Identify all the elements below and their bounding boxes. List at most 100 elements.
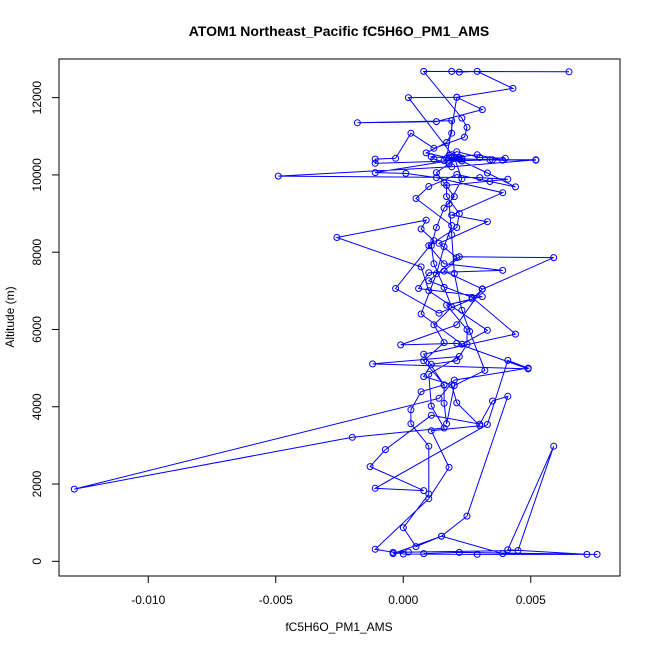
y-tick-label: 8000 xyxy=(30,239,44,266)
data-point xyxy=(524,365,532,373)
data-point xyxy=(486,178,494,185)
data-point xyxy=(453,339,461,347)
x-axis-label: fC5H6O_PM1_AMS xyxy=(285,620,392,634)
data-point xyxy=(443,193,451,201)
data-point xyxy=(427,427,435,435)
data-point xyxy=(274,172,282,180)
data-point xyxy=(371,484,379,492)
data-point xyxy=(450,382,458,389)
data-point xyxy=(440,283,448,291)
data-point xyxy=(443,139,451,146)
data-point xyxy=(593,550,601,558)
data-point xyxy=(369,360,377,368)
x-axis: -0.010 -0.005 0.000 0.005 xyxy=(131,575,546,607)
data-point xyxy=(404,548,412,556)
data-point xyxy=(371,169,379,177)
data-point xyxy=(353,119,361,127)
data-point xyxy=(420,550,428,558)
data-point xyxy=(448,129,456,137)
data-point xyxy=(453,148,461,156)
data-point xyxy=(427,360,435,368)
data-point xyxy=(440,339,448,347)
data-point xyxy=(532,156,540,164)
data-point xyxy=(473,67,481,75)
data-point xyxy=(438,532,445,540)
y-tick-label: 2000 xyxy=(30,470,44,497)
series-line xyxy=(74,70,598,555)
data-point xyxy=(399,524,407,532)
data-point xyxy=(445,463,453,471)
data-point xyxy=(432,270,440,278)
data-point xyxy=(483,218,491,226)
data-point xyxy=(443,301,451,309)
x-tick-label: -0.005 xyxy=(259,593,293,607)
y-tick-label: 12000 xyxy=(30,81,44,115)
data-point xyxy=(550,442,558,450)
data-point xyxy=(404,94,412,102)
data-point xyxy=(435,394,443,402)
x-tick-label: -0.010 xyxy=(131,593,165,607)
chart-title: ATOM1 Northeast_Pacific fC5H6O_PM1_AMS xyxy=(189,23,490,39)
data-point xyxy=(430,321,438,329)
data-point xyxy=(420,357,428,365)
data-point xyxy=(450,270,458,277)
data-point xyxy=(440,243,448,251)
data-point xyxy=(443,181,451,189)
data-point xyxy=(463,340,471,348)
data-point xyxy=(425,370,433,378)
data-point xyxy=(550,254,558,262)
data-point xyxy=(455,68,463,76)
data-point xyxy=(458,175,466,183)
data-point xyxy=(417,225,425,233)
data-point xyxy=(448,67,456,75)
data-point xyxy=(432,169,440,177)
data-point xyxy=(453,399,461,407)
data-point xyxy=(565,68,573,76)
data-point xyxy=(440,260,448,268)
data-point xyxy=(425,495,433,503)
data-point xyxy=(435,239,443,247)
y-tick-label: 4000 xyxy=(30,393,44,420)
data-point xyxy=(501,154,509,162)
data-point xyxy=(420,67,428,75)
data-point xyxy=(486,156,494,164)
data-point xyxy=(483,421,491,428)
data-point xyxy=(440,157,448,165)
data-point xyxy=(458,340,466,348)
data-point xyxy=(371,159,379,167)
data-point xyxy=(407,406,415,414)
data-point xyxy=(440,381,448,389)
x-tick-label: 0.005 xyxy=(516,593,546,607)
y-tick-label: 0 xyxy=(30,558,44,565)
data-point xyxy=(425,183,433,190)
data-point xyxy=(583,550,591,558)
data-point xyxy=(381,446,389,454)
data-point xyxy=(412,195,420,202)
data-point xyxy=(333,234,341,241)
data-point xyxy=(417,310,425,318)
data-point xyxy=(455,548,463,556)
data-point xyxy=(445,200,453,208)
data-point xyxy=(448,117,456,125)
data-point xyxy=(389,550,397,558)
data-point xyxy=(478,106,486,114)
data-point xyxy=(440,399,448,407)
data-point xyxy=(425,277,433,285)
data-point xyxy=(402,169,410,177)
data-point xyxy=(455,210,463,218)
data-point xyxy=(499,189,507,197)
data-point xyxy=(371,155,379,163)
data-point xyxy=(435,309,443,317)
data-point xyxy=(407,129,415,137)
data-point xyxy=(448,151,456,159)
data-point xyxy=(371,545,379,553)
data-point xyxy=(463,123,471,131)
data-point xyxy=(443,420,451,428)
data-point xyxy=(420,487,428,495)
data-point xyxy=(458,114,466,122)
data-point xyxy=(430,155,438,163)
data-point xyxy=(422,149,430,157)
data-point xyxy=(430,144,438,152)
data-point xyxy=(448,211,456,219)
y-axis-label: Altitude (m) xyxy=(3,286,17,347)
